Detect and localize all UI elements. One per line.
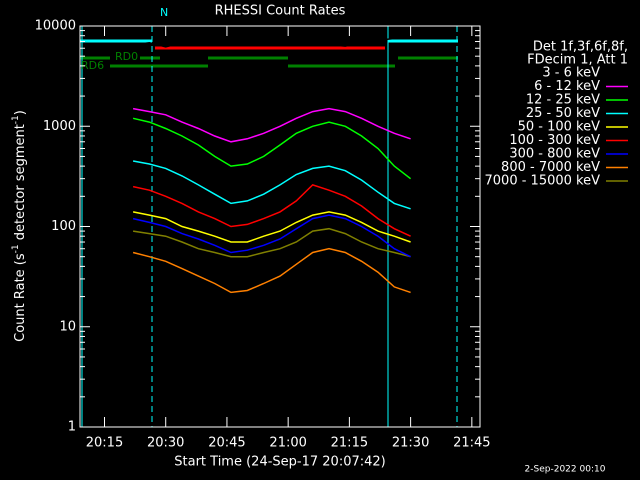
legend-label: 100 - 300 keV (509, 133, 600, 148)
x-tick-label: 20:15 (86, 436, 123, 451)
legend-label: 25 - 50 keV (526, 106, 600, 121)
legend-label: 300 - 800 keV (509, 147, 600, 162)
series-line (132, 117, 412, 180)
legend-label: 6 - 12 keV (534, 79, 600, 94)
y-label-part: detector segment (13, 124, 28, 244)
footer: 2-Sep-2022 00:10 (525, 465, 606, 475)
chart-title: RHESSI Count Rates (215, 4, 346, 19)
x-tick-label: 21:30 (392, 436, 429, 451)
x-tick-label: 20:45 (208, 436, 245, 451)
series-line (132, 214, 411, 258)
y-label-part: -1 (11, 244, 21, 253)
legend-label: 3 - 6 keV (542, 66, 600, 81)
y-tick-label: 10 (59, 319, 76, 334)
legend-label: 12 - 25 keV (526, 93, 600, 108)
y-tick-label: 10000 (35, 19, 76, 34)
plot-frame (79, 25, 481, 428)
series-line (132, 247, 411, 294)
series-line (133, 34, 411, 48)
series-line (132, 227, 411, 258)
y-label-part: Count Rate (s (13, 253, 28, 342)
legend-header: Det 1f,3f,6f,8f, (533, 40, 628, 55)
legend-label: 7000 - 15000 keV (485, 174, 601, 189)
y-label-part: -1 (11, 115, 21, 124)
annotation: N (160, 6, 168, 19)
annotation: RD0 (115, 50, 138, 63)
legend-header: FDecim 1, Att 1 (527, 53, 628, 68)
y-tick-label: 100 (51, 219, 76, 234)
series-line (132, 211, 411, 243)
x-tick-label: 20:30 (147, 436, 184, 451)
series-line (132, 184, 411, 237)
series-line (132, 107, 411, 143)
series-line (132, 160, 411, 210)
annotation: RD6 (81, 59, 104, 72)
x-tick-label: 21:15 (331, 436, 368, 451)
x-tick-label: 21:45 (453, 436, 490, 451)
legend-label: 800 - 7000 keV (501, 160, 600, 175)
y-axis-label: Count Rate (s-1 detector segment-1) (11, 110, 28, 342)
y-tick-label: 1000 (43, 119, 76, 134)
y-label-part: ) (13, 110, 28, 115)
y-tick-label: 1 (68, 420, 76, 435)
x-tick-label: 21:00 (269, 436, 306, 451)
x-axis-label: Start Time (24-Sep-17 20:07:42) (174, 455, 385, 470)
legend-label: 50 - 100 keV (518, 120, 601, 135)
status-bars (80, 26, 458, 427)
